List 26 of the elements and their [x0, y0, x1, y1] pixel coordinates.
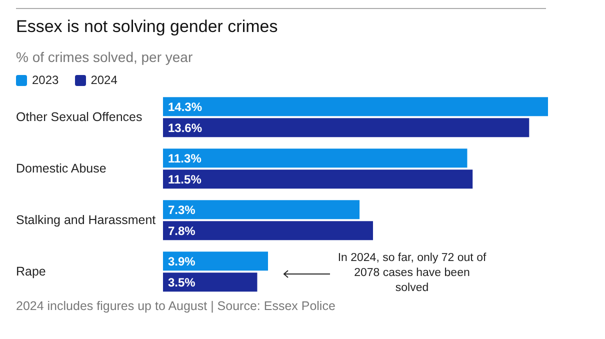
data-label: 14.3% [168, 100, 202, 114]
y-tick-label: Rape [16, 264, 46, 278]
bar [163, 118, 530, 138]
bar [163, 221, 373, 240]
data-label: 3.9% [168, 254, 196, 268]
y-tick-label: Stalking and Harassment [16, 212, 156, 227]
chart-title: Essex is not solving gender crimes [16, 17, 279, 37]
data-label: 11.5% [168, 172, 202, 186]
chart-subtitle: % of crimes solved, per year [16, 49, 194, 65]
bar [163, 97, 548, 116]
data-label: 13.6% [168, 120, 202, 135]
bar [163, 170, 473, 189]
bar [163, 148, 468, 168]
legend-label: 2024 [90, 73, 118, 87]
data-label: 3.5% [168, 275, 196, 290]
data-label: 11.3% [168, 151, 202, 166]
data-label: 7.8% [168, 224, 196, 238]
bar [163, 200, 360, 220]
text: 2024 includes figures up to August | Source: Essex Police [16, 299, 336, 313]
data-label: 7.3% [168, 202, 196, 217]
legend-label: 2023 [31, 73, 59, 87]
bar [163, 272, 258, 292]
y-tick-label: Other Sexual Offences [16, 110, 142, 124]
y-tick-label: Domestic Abuse [16, 161, 106, 176]
annotation: In 2024, so far, only 72 out of 2078 cases have been solved [337, 251, 487, 296]
bar [163, 252, 268, 271]
